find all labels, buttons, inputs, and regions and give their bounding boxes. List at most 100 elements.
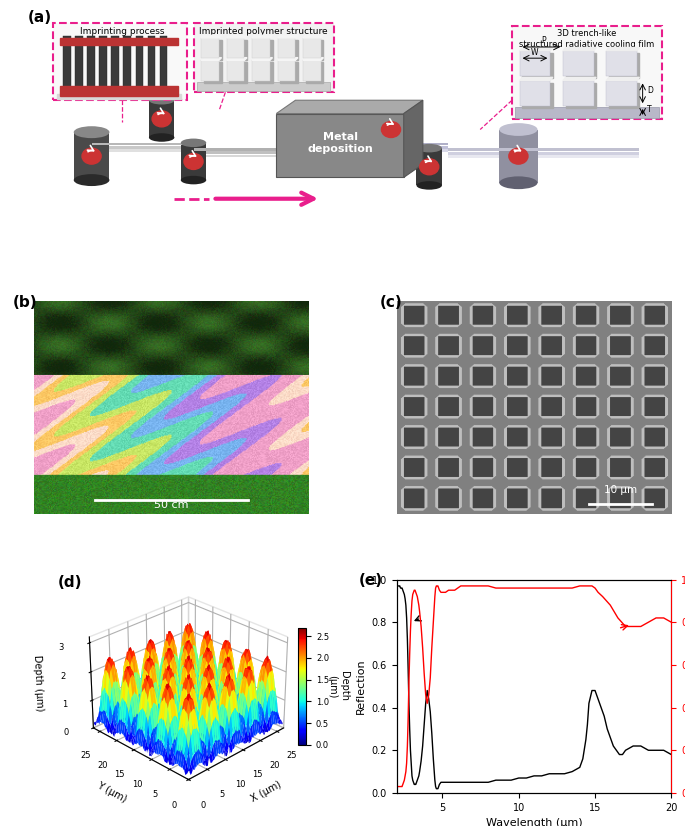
Bar: [306, 63, 323, 83]
Bar: [229, 40, 247, 60]
Polygon shape: [403, 100, 423, 178]
Polygon shape: [606, 78, 640, 80]
Text: 50 cm: 50 cm: [154, 501, 189, 510]
Bar: [449, 151, 640, 154]
Bar: [280, 63, 298, 83]
Bar: [522, 53, 553, 78]
Bar: [136, 36, 143, 95]
Polygon shape: [201, 58, 221, 60]
Ellipse shape: [378, 144, 403, 153]
Text: 10 μm: 10 μm: [604, 485, 637, 496]
Polygon shape: [227, 58, 247, 60]
Bar: [255, 63, 273, 83]
Bar: [194, 151, 289, 154]
Bar: [303, 60, 321, 80]
Y-axis label: Reflection: Reflection: [356, 658, 366, 714]
Bar: [87, 36, 95, 95]
Bar: [385, 143, 449, 145]
Circle shape: [152, 111, 171, 127]
Polygon shape: [252, 58, 273, 60]
Bar: [385, 146, 449, 149]
Circle shape: [509, 148, 528, 164]
Text: (b): (b): [12, 295, 37, 310]
Bar: [92, 143, 194, 145]
Bar: [303, 38, 321, 58]
Bar: [609, 83, 640, 108]
Bar: [277, 38, 295, 58]
Text: (e): (e): [358, 573, 382, 588]
Bar: [520, 81, 550, 106]
Ellipse shape: [416, 144, 442, 153]
Ellipse shape: [378, 107, 403, 115]
Bar: [57, 94, 181, 99]
Bar: [563, 50, 594, 76]
Text: 3D trench-like
structured radiative cooling film: 3D trench-like structured radiative cool…: [519, 30, 654, 49]
Bar: [92, 150, 194, 152]
Bar: [385, 150, 449, 152]
X-axis label: Wavelength (μm): Wavelength (μm): [486, 819, 582, 826]
Bar: [566, 53, 596, 78]
Bar: [194, 148, 289, 151]
Bar: [255, 40, 273, 60]
Bar: [201, 38, 219, 58]
Bar: [63, 36, 71, 95]
Bar: [203, 40, 221, 60]
Ellipse shape: [149, 96, 175, 105]
Bar: [197, 82, 330, 91]
Ellipse shape: [499, 177, 538, 189]
Polygon shape: [227, 36, 247, 38]
Polygon shape: [201, 36, 221, 38]
Bar: [227, 60, 245, 80]
Bar: [60, 38, 177, 45]
Text: W: W: [531, 48, 538, 57]
Text: (d): (d): [58, 575, 82, 591]
Text: Metal
deposition: Metal deposition: [307, 132, 373, 154]
Bar: [515, 107, 658, 118]
Bar: [201, 60, 219, 80]
Bar: [522, 83, 553, 108]
Bar: [606, 50, 637, 76]
Circle shape: [382, 121, 401, 137]
Ellipse shape: [181, 139, 206, 147]
Polygon shape: [303, 36, 323, 38]
Text: (c): (c): [380, 295, 403, 310]
FancyBboxPatch shape: [512, 26, 662, 119]
Ellipse shape: [499, 123, 538, 136]
Bar: [252, 60, 270, 80]
Bar: [520, 50, 550, 76]
Polygon shape: [303, 58, 323, 60]
Bar: [606, 81, 637, 106]
Circle shape: [420, 159, 439, 175]
Bar: [60, 87, 177, 96]
Y-axis label: Y (μm): Y (μm): [95, 780, 128, 804]
Ellipse shape: [74, 174, 110, 186]
Text: Imprinted polymer structure: Imprinted polymer structure: [199, 26, 328, 36]
Bar: [194, 154, 289, 157]
Bar: [227, 38, 245, 58]
Bar: [416, 148, 442, 185]
FancyBboxPatch shape: [194, 23, 334, 93]
Bar: [203, 63, 221, 83]
Polygon shape: [606, 48, 640, 50]
Bar: [74, 132, 110, 180]
FancyBboxPatch shape: [53, 23, 187, 100]
Polygon shape: [276, 100, 423, 113]
Polygon shape: [277, 58, 298, 60]
Bar: [563, 81, 594, 106]
Bar: [181, 143, 206, 180]
Text: D: D: [647, 86, 653, 95]
Text: Imprinting process: Imprinting process: [80, 26, 164, 36]
Bar: [92, 146, 194, 149]
Text: (a): (a): [28, 10, 52, 25]
Ellipse shape: [181, 176, 206, 184]
Bar: [280, 40, 298, 60]
Bar: [99, 36, 107, 95]
Bar: [277, 60, 295, 80]
Bar: [306, 40, 323, 60]
Text: T: T: [647, 105, 651, 114]
Polygon shape: [252, 36, 273, 38]
Bar: [229, 63, 247, 83]
Bar: [449, 155, 640, 159]
Bar: [276, 113, 403, 178]
Polygon shape: [563, 78, 596, 80]
